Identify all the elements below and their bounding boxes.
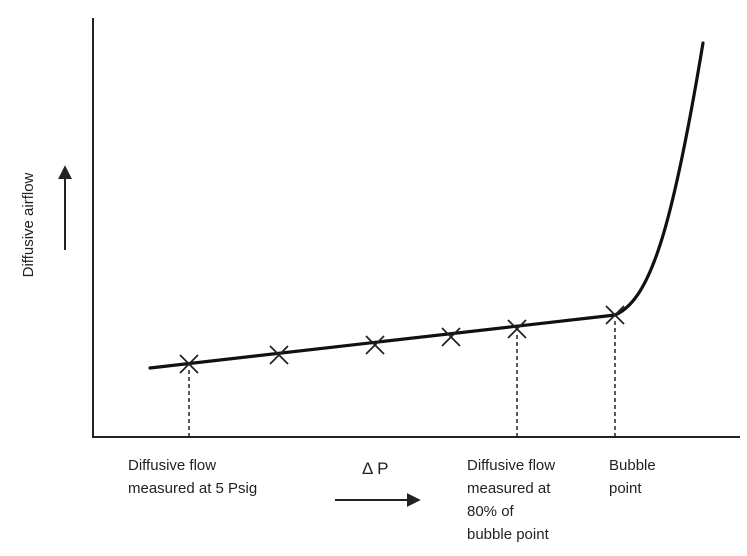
x-mark: [365, 335, 385, 355]
annotation-line: 80% of: [467, 503, 515, 520]
curve: [148, 41, 705, 370]
annotation-line: Bubble: [609, 457, 656, 474]
x-mark: [179, 354, 199, 374]
measurement-marks: [179, 305, 625, 374]
x-mark: [605, 305, 625, 325]
x-mark: [507, 319, 527, 339]
annotation-line: point: [609, 480, 642, 497]
annotation-line: Diffusive flow: [467, 457, 555, 474]
x-axis-label: Δ P: [362, 459, 388, 478]
annotation-line: measured at: [467, 480, 551, 497]
annotation-line: measured at 5 Psig: [128, 480, 257, 497]
annotation-line: bubble point: [467, 526, 550, 543]
x-mark: [269, 345, 289, 365]
y-axis-label: Diffusive airflow: [20, 172, 37, 277]
x-mark: [441, 327, 461, 347]
annotation-line: Diffusive flow: [128, 457, 216, 474]
